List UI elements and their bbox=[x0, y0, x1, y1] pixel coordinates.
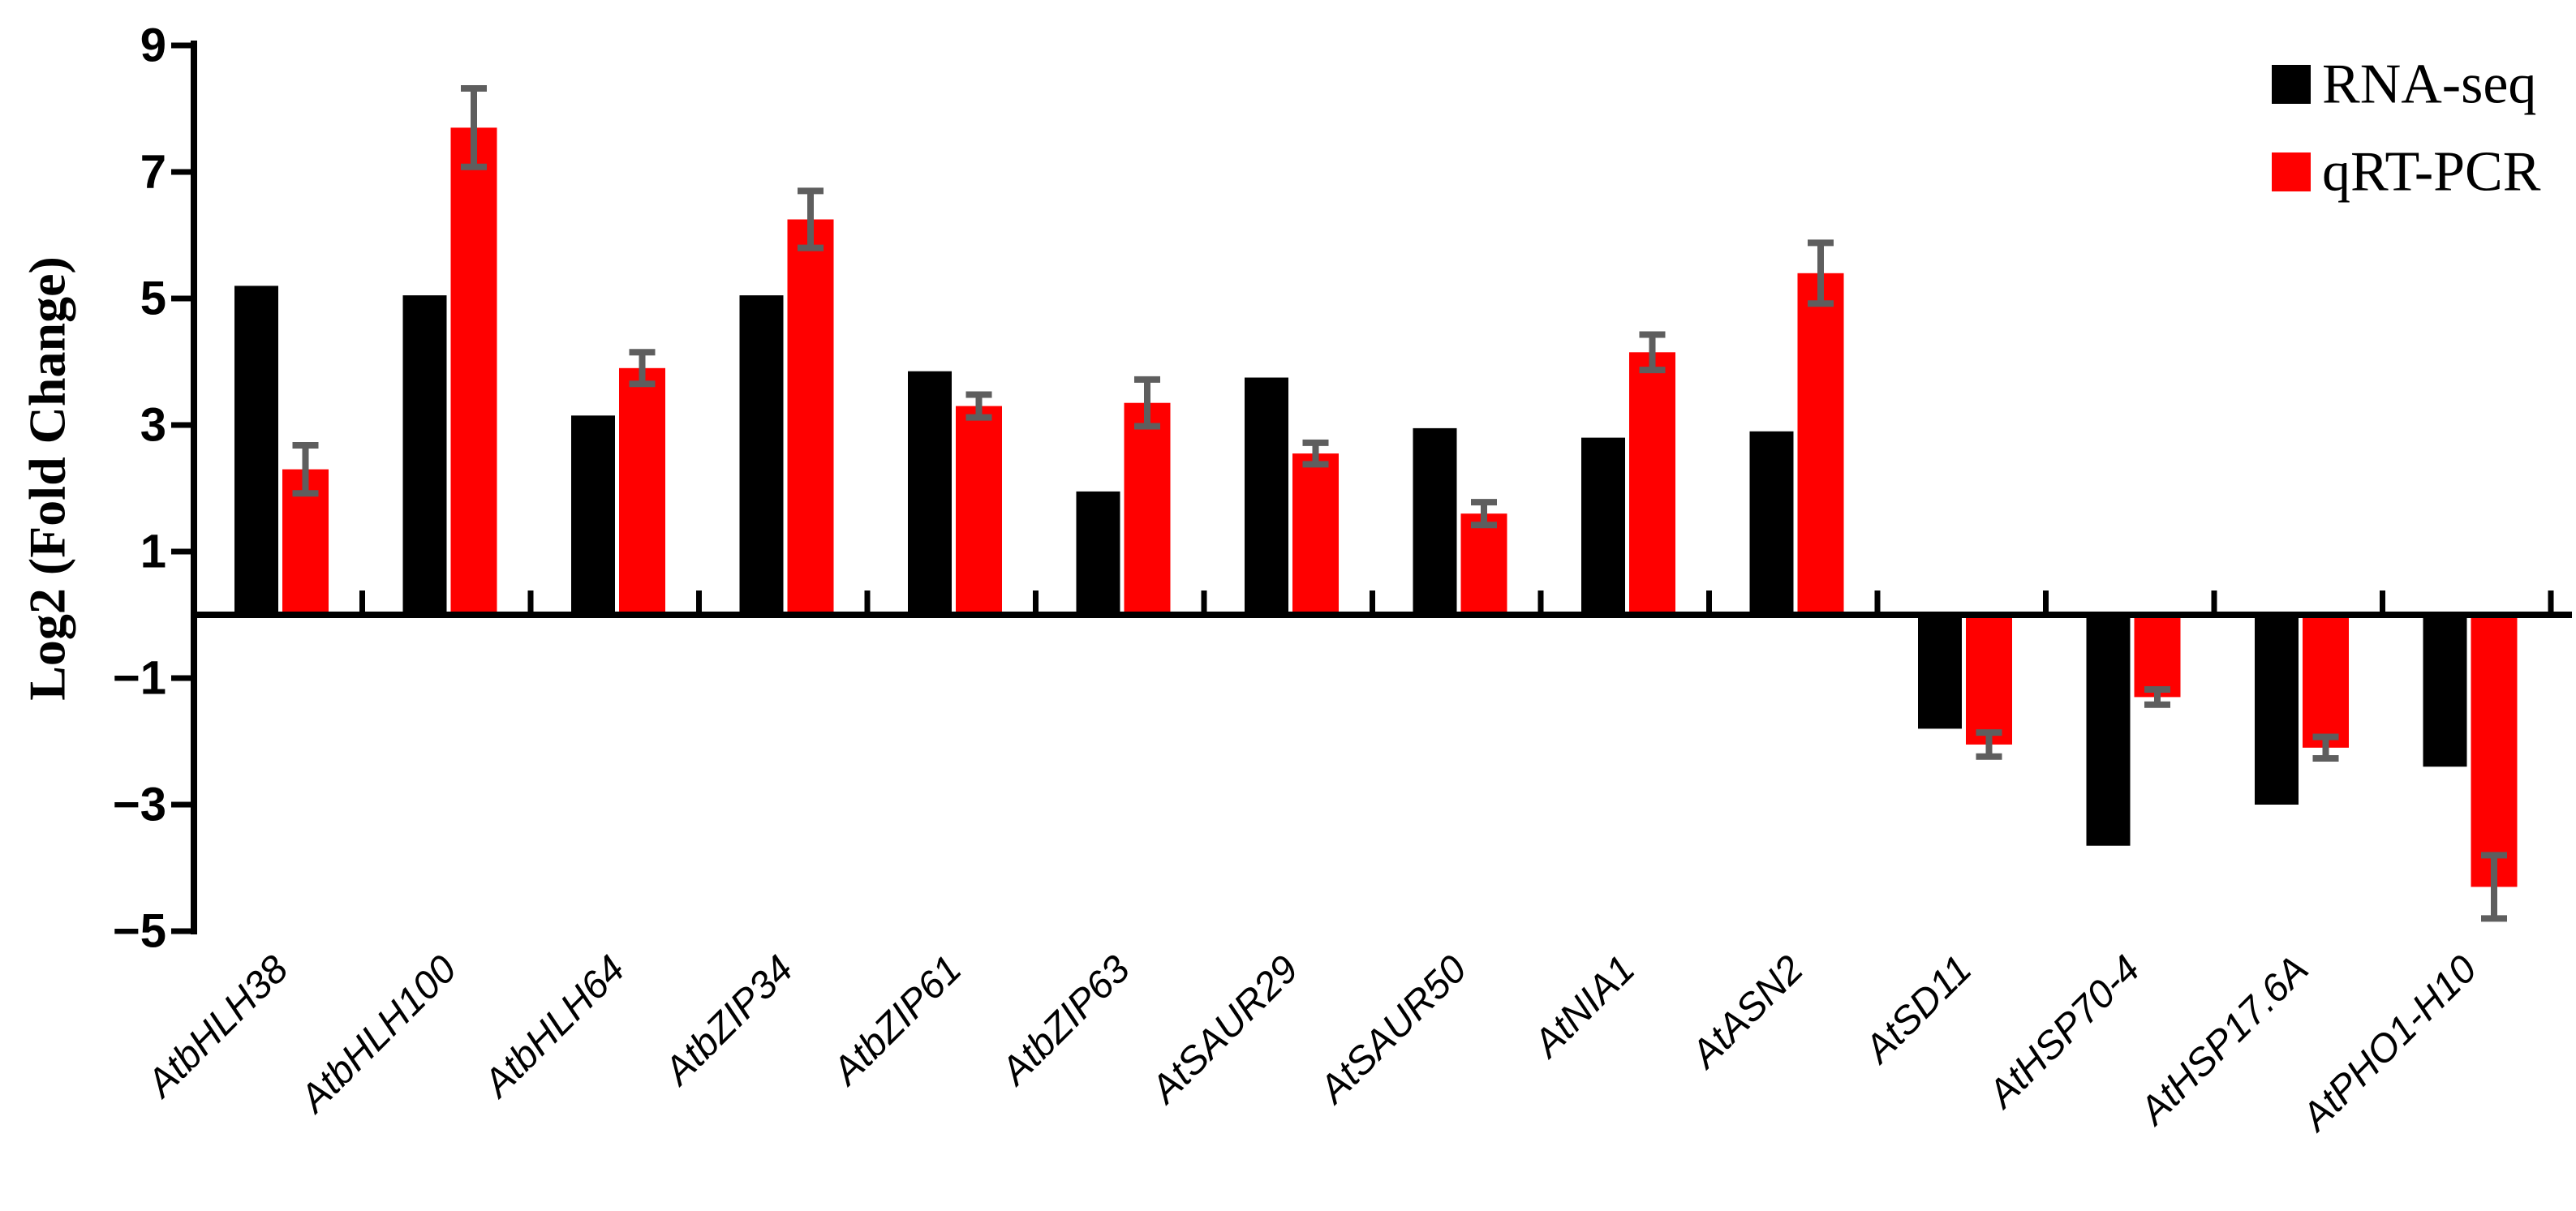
bar-qrtpcr-AtbZIP61 bbox=[956, 406, 1002, 615]
bar-qrtpcr-AtSD11 bbox=[1966, 615, 2012, 745]
x-category-label-AtHSP70-4: AtHSP70-4 bbox=[1979, 947, 2148, 1117]
bar-qrtpcr-AtbHLH100 bbox=[450, 127, 497, 615]
legend-swatch-rnaseq bbox=[2272, 65, 2311, 104]
legend-label-qrtpcr: qRT-PCR bbox=[2322, 141, 2541, 204]
legend-swatch-qrtpcr bbox=[2272, 152, 2311, 191]
bar-rnaseq-AtHSP70-4 bbox=[2086, 615, 2131, 846]
y-axis-title: Log2 (Fold Change) bbox=[19, 256, 76, 701]
x-category-label-AtSAUR29: AtSAUR29 bbox=[1142, 947, 1307, 1113]
bar-rnaseq-AtbHLH64 bbox=[571, 415, 615, 615]
bar-rnaseq-AtSAUR29 bbox=[1245, 377, 1288, 615]
bar-qrtpcr-AtSAUR29 bbox=[1292, 453, 1339, 615]
bar-qrtpcr-AtHSP17.6A bbox=[2303, 615, 2349, 748]
y-tick-label--5: −5 bbox=[113, 905, 166, 958]
bar-qrtpcr-AtSAUR50 bbox=[1460, 513, 1507, 615]
y-tick-label--3: −3 bbox=[113, 779, 166, 831]
bar-rnaseq-AtSD11 bbox=[1918, 615, 1962, 729]
x-category-label-AtbHLH64: AtbHLH64 bbox=[474, 947, 633, 1106]
x-category-label-AtASN2: AtASN2 bbox=[1682, 947, 1812, 1077]
y-tick-label--1: −1 bbox=[113, 652, 166, 705]
bar-qrtpcr-AtbZIP63 bbox=[1124, 402, 1171, 615]
x-category-label-AtbZIP63: AtbZIP63 bbox=[991, 947, 1138, 1094]
bar-rnaseq-AtHSP17.6A bbox=[2255, 615, 2299, 805]
bar-rnaseq-AtNIA1 bbox=[1581, 437, 1625, 615]
x-category-label-AtbZIP61: AtbZIP61 bbox=[823, 947, 970, 1094]
bar-rnaseq-AtASN2 bbox=[1749, 431, 1794, 615]
x-category-label-AtSD11: AtSD11 bbox=[1855, 947, 1980, 1072]
bar-qrtpcr-AtASN2 bbox=[1797, 273, 1844, 615]
x-category-label-AtHSP17.6A: AtHSP17.6A bbox=[2130, 947, 2316, 1134]
y-tick-label-9: 9 bbox=[140, 19, 166, 72]
bar-rnaseq-AtPHO1-H10 bbox=[2423, 615, 2467, 767]
bar-rnaseq-AtbZIP63 bbox=[1076, 491, 1120, 615]
legend-label-rnaseq: RNA-seq bbox=[2322, 54, 2536, 116]
bar-qrtpcr-AtbZIP34 bbox=[787, 219, 834, 615]
y-tick-label-5: 5 bbox=[140, 273, 166, 325]
x-category-label-AtbHLH100: AtbHLH100 bbox=[290, 947, 465, 1122]
y-tick-label-1: 1 bbox=[140, 526, 166, 578]
bar-rnaseq-AtbZIP34 bbox=[739, 295, 784, 615]
x-category-label-AtbZIP34: AtbZIP34 bbox=[655, 947, 802, 1094]
y-tick-label-7: 7 bbox=[140, 146, 166, 199]
y-tick-label-3: 3 bbox=[140, 399, 166, 452]
bar-qrtpcr-AtPHO1-H10 bbox=[2471, 615, 2518, 887]
bar-rnaseq-AtbZIP61 bbox=[908, 371, 952, 615]
x-category-label-AtbHLH38: AtbHLH38 bbox=[137, 947, 296, 1106]
bar-rnaseq-AtbHLH100 bbox=[402, 295, 447, 615]
x-category-label-AtSAUR50: AtSAUR50 bbox=[1310, 947, 1475, 1113]
x-category-label-AtNIA1: AtNIA1 bbox=[1524, 947, 1643, 1067]
bar-qrtpcr-AtbHLH64 bbox=[619, 367, 665, 615]
x-category-label-AtPHO1-H10: AtPHO1-H10 bbox=[2292, 947, 2485, 1140]
bar-rnaseq-AtSAUR50 bbox=[1413, 427, 1457, 615]
bar-qrtpcr-AtHSP70-4 bbox=[2134, 615, 2181, 698]
bar-qrtpcr-AtNIA1 bbox=[1629, 352, 1675, 615]
bar-rnaseq-AtbHLH38 bbox=[234, 286, 278, 615]
